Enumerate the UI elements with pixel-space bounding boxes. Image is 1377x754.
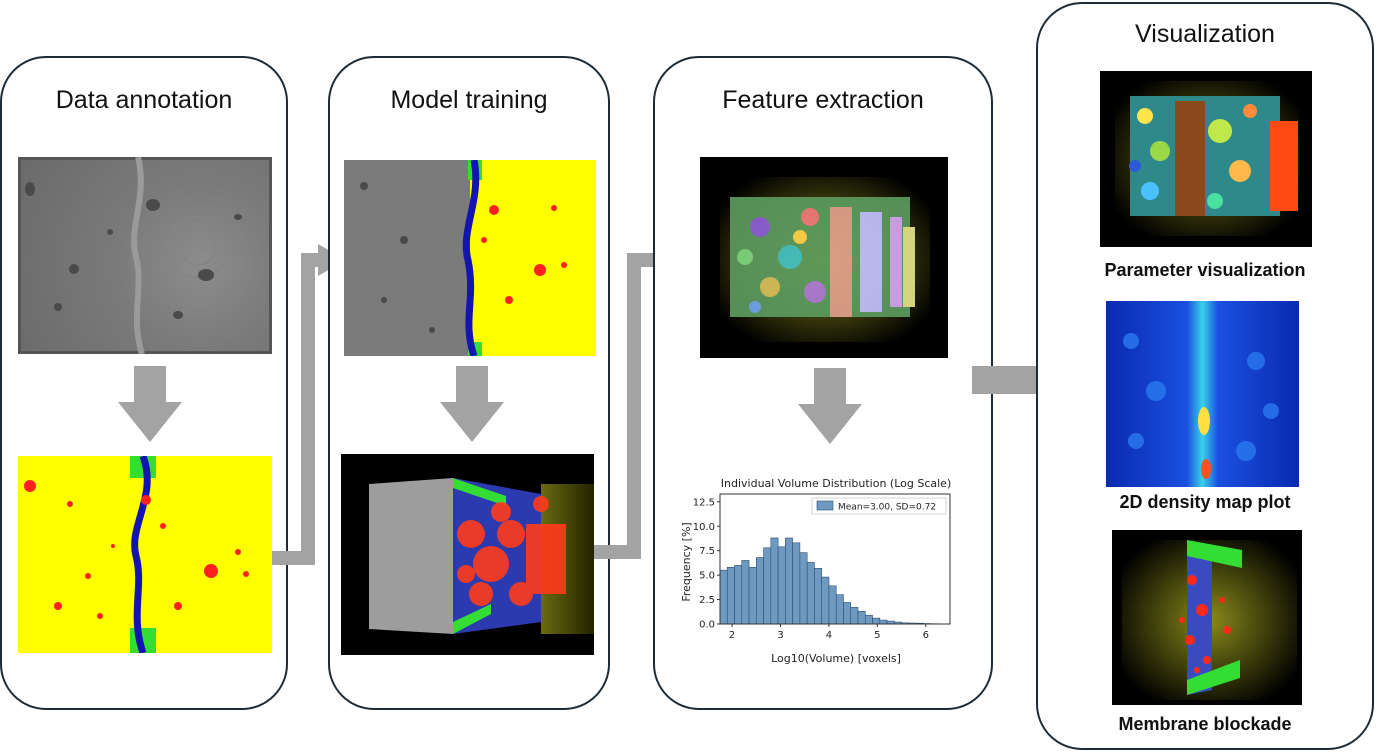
histogram-bar (734, 565, 743, 625)
histogram-bar (726, 567, 735, 625)
parameter-visualization-features (1115, 81, 1300, 236)
ct-slice-image-annotation (18, 157, 272, 354)
membrane-blockade-features (1122, 540, 1297, 700)
y-axis-ticks: 0.0 2.5 5.0 7.5 10.0 12.5 (693, 497, 720, 631)
down-arrow-training (440, 366, 504, 442)
histogram-bar (792, 542, 801, 625)
panel-title-extraction: Feature extraction (722, 86, 924, 114)
panel-title-visualization: Visualization (1135, 20, 1275, 48)
y-tick-label: 7.5 (699, 546, 715, 557)
histogram-bar (756, 557, 764, 625)
x-axis-label: Log10(Volume) [voxels] (771, 652, 901, 665)
histogram-bar (799, 552, 808, 625)
training-overlay-image (344, 160, 596, 356)
histogram-bar (763, 547, 772, 625)
histogram-bar (864, 614, 873, 625)
density-map-features (1106, 301, 1299, 487)
histogram-bar (857, 610, 866, 625)
x-tick-label: 6 (923, 630, 929, 641)
legend-label: Mean=3.00, SD=0.72 (838, 503, 936, 513)
parameter-visualization-image (1100, 71, 1312, 247)
training-3d-render-image (341, 454, 594, 655)
y-tick-label: 0.0 (699, 620, 715, 631)
annotation-mask-image (18, 456, 272, 653)
caption-parameter-visualization: Parameter visualization (1104, 260, 1306, 280)
histogram-bar (741, 560, 750, 625)
volume-distribution-histogram: Individual Volume Distribution (Log Scal… (680, 477, 951, 665)
histogram-bar (879, 619, 888, 625)
x-tick-label: 3 (777, 630, 783, 641)
histogram-bar (828, 585, 837, 625)
plot-frame (719, 493, 951, 625)
histogram-bar (843, 602, 852, 625)
histogram-bar (872, 617, 881, 625)
membrane-blockade-image (1112, 530, 1302, 705)
histogram-bar (814, 567, 822, 625)
histogram-bar (777, 546, 786, 625)
panel-title-annotation: Data annotation (55, 86, 233, 114)
y-tick-label: 12.5 (693, 497, 715, 508)
x-tick-label: 4 (826, 630, 832, 641)
chart-title: Individual Volume Distribution (Log Scal… (721, 477, 951, 490)
annotation-mask-features (24, 456, 249, 653)
histogram-bar (806, 562, 815, 625)
x-tick-label: 2 (729, 630, 735, 641)
y-tick-label: 5.0 (699, 571, 715, 582)
ct-slice-features (18, 157, 272, 354)
feature-extraction-render-features (720, 177, 930, 342)
training-overlay-features (344, 160, 596, 356)
histogram-bar (821, 576, 830, 625)
legend: Mean=3.00, SD=0.72 (811, 497, 947, 515)
histogram-bar (785, 537, 793, 625)
density-map-image (1106, 301, 1299, 487)
caption-density-map: 2D density map plot (1119, 492, 1291, 512)
legend-swatch (816, 500, 834, 511)
down-arrow-extraction (798, 368, 862, 444)
y-axis-label: Frequency [%] (680, 522, 693, 601)
histogram-bar (770, 537, 779, 625)
histogram-bar (835, 594, 844, 625)
caption-membrane-blockade: Membrane blockade (1118, 714, 1292, 734)
y-tick-label: 2.5 (699, 595, 715, 606)
x-axis-ticks: 2 3 4 5 6 (729, 624, 929, 641)
panel-title-training: Model training (390, 86, 548, 114)
histogram-bar (748, 567, 757, 625)
feature-extraction-render-image (700, 157, 948, 358)
x-tick-label: 5 (874, 630, 880, 641)
y-tick-label: 10.0 (693, 522, 715, 533)
down-arrow-annotation (118, 366, 182, 442)
histogram-bar (850, 607, 859, 625)
histogram-bars (719, 537, 946, 625)
histogram-bar (719, 569, 728, 625)
training-3d-render-features (369, 478, 594, 634)
